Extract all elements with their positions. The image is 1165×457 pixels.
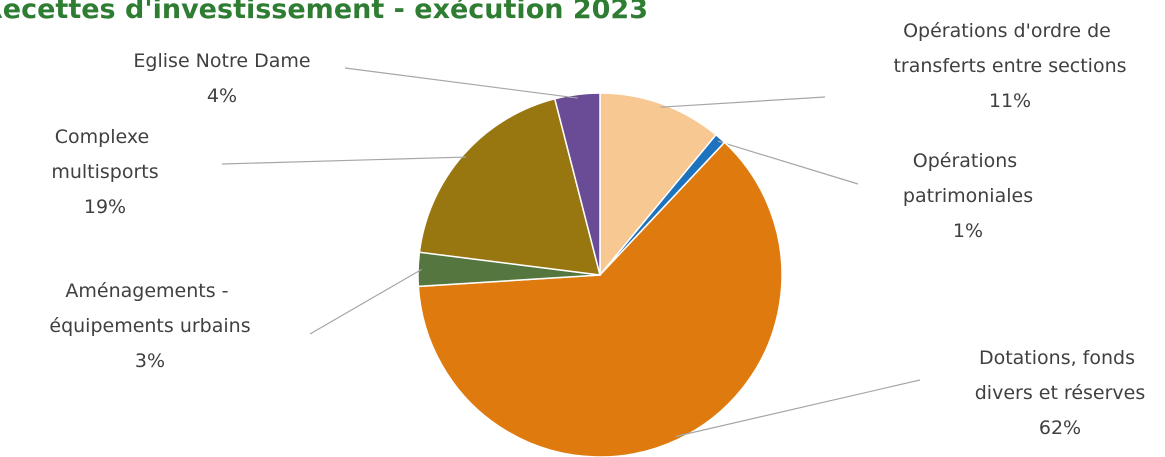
leader-line bbox=[344, 67, 578, 99]
value-label: 3% bbox=[135, 350, 165, 372]
category-label: Complexe multisports bbox=[51, 126, 158, 183]
leader-line bbox=[660, 96, 826, 108]
category-label: Opérations patrimoniales bbox=[903, 150, 1033, 207]
category-label: Dotations, fonds divers et réserves bbox=[975, 347, 1146, 404]
value-label: 4% bbox=[207, 85, 237, 107]
pie-slice bbox=[599, 92, 718, 278]
pie-slice bbox=[417, 141, 783, 457]
pie-slice bbox=[553, 92, 601, 276]
leader-line bbox=[309, 268, 423, 335]
leader-line bbox=[675, 379, 921, 437]
chart-title: Recettes d'investissement - exécution 20… bbox=[0, 0, 648, 25]
category-label: Opérations d'ordre de transferts entre s… bbox=[893, 20, 1126, 77]
pie-slice bbox=[418, 97, 602, 276]
value-label: 11% bbox=[989, 90, 1031, 112]
value-label: 1% bbox=[953, 220, 983, 242]
category-label: Aménagements - équipements urbains bbox=[49, 280, 250, 337]
leader-line bbox=[221, 156, 467, 165]
leader-line bbox=[717, 140, 859, 185]
value-label: 62% bbox=[1039, 417, 1081, 439]
value-label: 19% bbox=[84, 196, 126, 218]
category-label: Eglise Notre Dame bbox=[133, 50, 310, 72]
